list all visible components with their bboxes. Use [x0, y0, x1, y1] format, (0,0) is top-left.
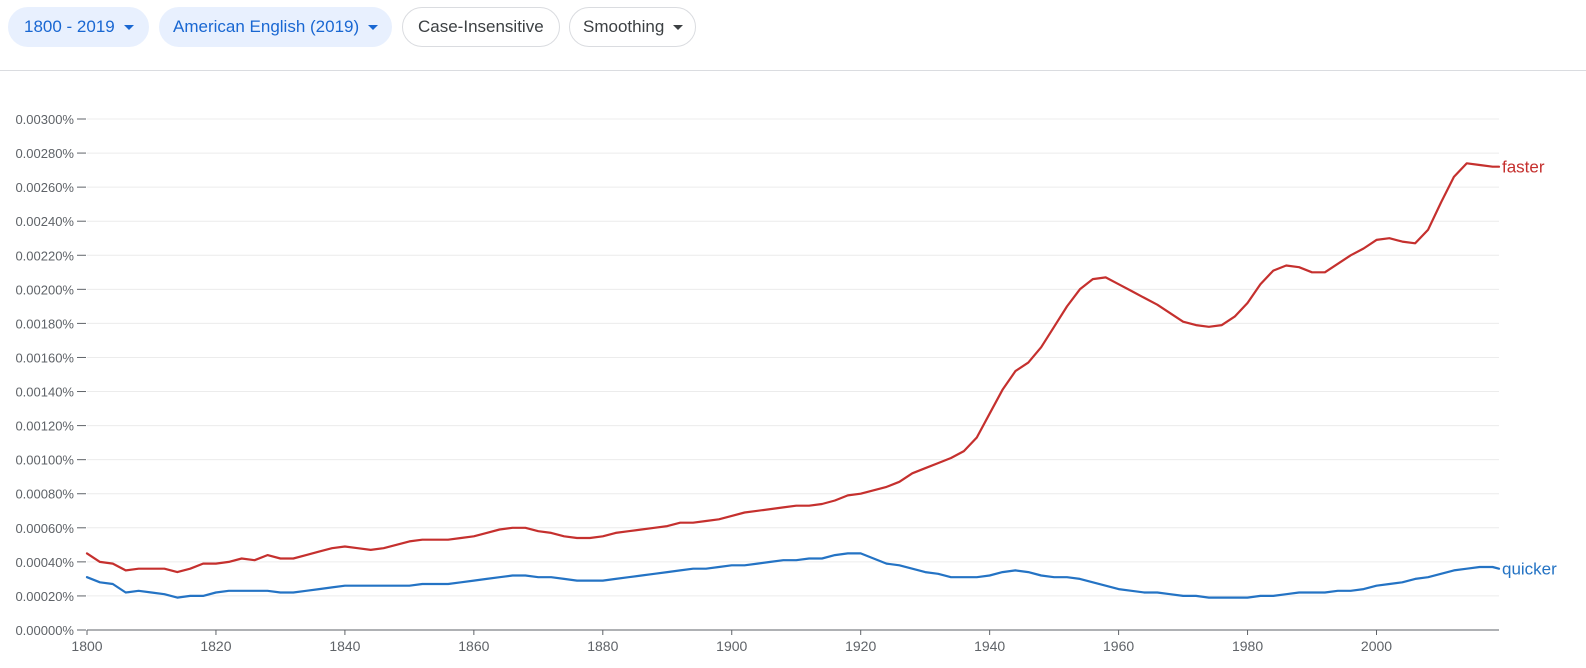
series-labels: faster quicker: [1502, 158, 1557, 579]
y-tick-label: 0.00200%: [15, 282, 74, 297]
y-tick-label: 0.00180%: [15, 316, 74, 331]
y-tick-label: 0.00040%: [15, 555, 74, 570]
x-tick-label: 1940: [974, 638, 1005, 654]
x-tick-label: 1800: [71, 638, 102, 654]
series-line-faster[interactable]: [85, 162, 1501, 574]
axes: 0.00000% 0.00020% 0.00040% 0.00060% 0.00080%…: [15, 112, 1499, 654]
x-tick-label: 2000: [1361, 638, 1392, 654]
ngram-line-chart: 0.00000% 0.00020% 0.00040% 0.00060% 0.00080%…: [15, 112, 1557, 654]
y-tick-label: 0.00280%: [15, 146, 74, 161]
year-range-dropdown[interactable]: 1800 - 2019: [8, 7, 149, 47]
year-range-label: 1800 - 2019: [24, 17, 115, 36]
series-lines: [85, 162, 1501, 599]
case-insensitive-label: Case-Insensitive: [418, 17, 544, 36]
x-tick-label: 1900: [716, 638, 747, 654]
y-tick-label: 0.00260%: [15, 180, 74, 195]
corpus-dropdown[interactable]: American English (2019): [159, 7, 392, 47]
x-tick-label: 1920: [845, 638, 876, 654]
x-tick-label: 1840: [329, 638, 360, 654]
y-tick-label: 0.00080%: [15, 487, 74, 502]
y-tick-label: 0.00220%: [15, 248, 74, 263]
y-tick-label: 0.00140%: [15, 385, 74, 400]
x-tick-label: 1960: [1103, 638, 1134, 654]
chevron-down-icon: [673, 24, 684, 30]
y-tick-label: 0.00060%: [15, 521, 74, 536]
y-tick-label: 0.00000%: [15, 623, 74, 638]
smoothing-dropdown[interactable]: Smoothing: [569, 7, 696, 47]
corpus-label: American English (2019): [173, 17, 360, 36]
series-label-faster[interactable]: faster: [1502, 158, 1545, 177]
y-tick-label: 0.00160%: [15, 350, 74, 365]
query-toolbar: 1800 - 2019 American English (2019) Case…: [0, 0, 1586, 71]
x-tick-label: 1820: [200, 638, 231, 654]
y-tick-label: 0.00100%: [15, 453, 74, 468]
y-tick-label: 0.00020%: [15, 589, 74, 604]
y-tick-label: 0.00120%: [15, 419, 74, 434]
series-label-quicker[interactable]: quicker: [1502, 560, 1557, 579]
smoothing-label: Smoothing: [583, 17, 665, 36]
chevron-down-icon: [368, 24, 379, 30]
x-tick-label: 1880: [587, 638, 618, 654]
x-tick-label: 1860: [458, 638, 489, 654]
case-insensitive-toggle[interactable]: Case-Insensitive: [402, 7, 560, 47]
y-tick-label: 0.00300%: [15, 112, 74, 127]
gridlines: [87, 118, 1499, 597]
x-tick-label: 1980: [1232, 638, 1263, 654]
y-tick-label: 0.00240%: [15, 214, 74, 229]
series-line-quicker[interactable]: [85, 552, 1501, 599]
chevron-down-icon: [123, 24, 134, 30]
